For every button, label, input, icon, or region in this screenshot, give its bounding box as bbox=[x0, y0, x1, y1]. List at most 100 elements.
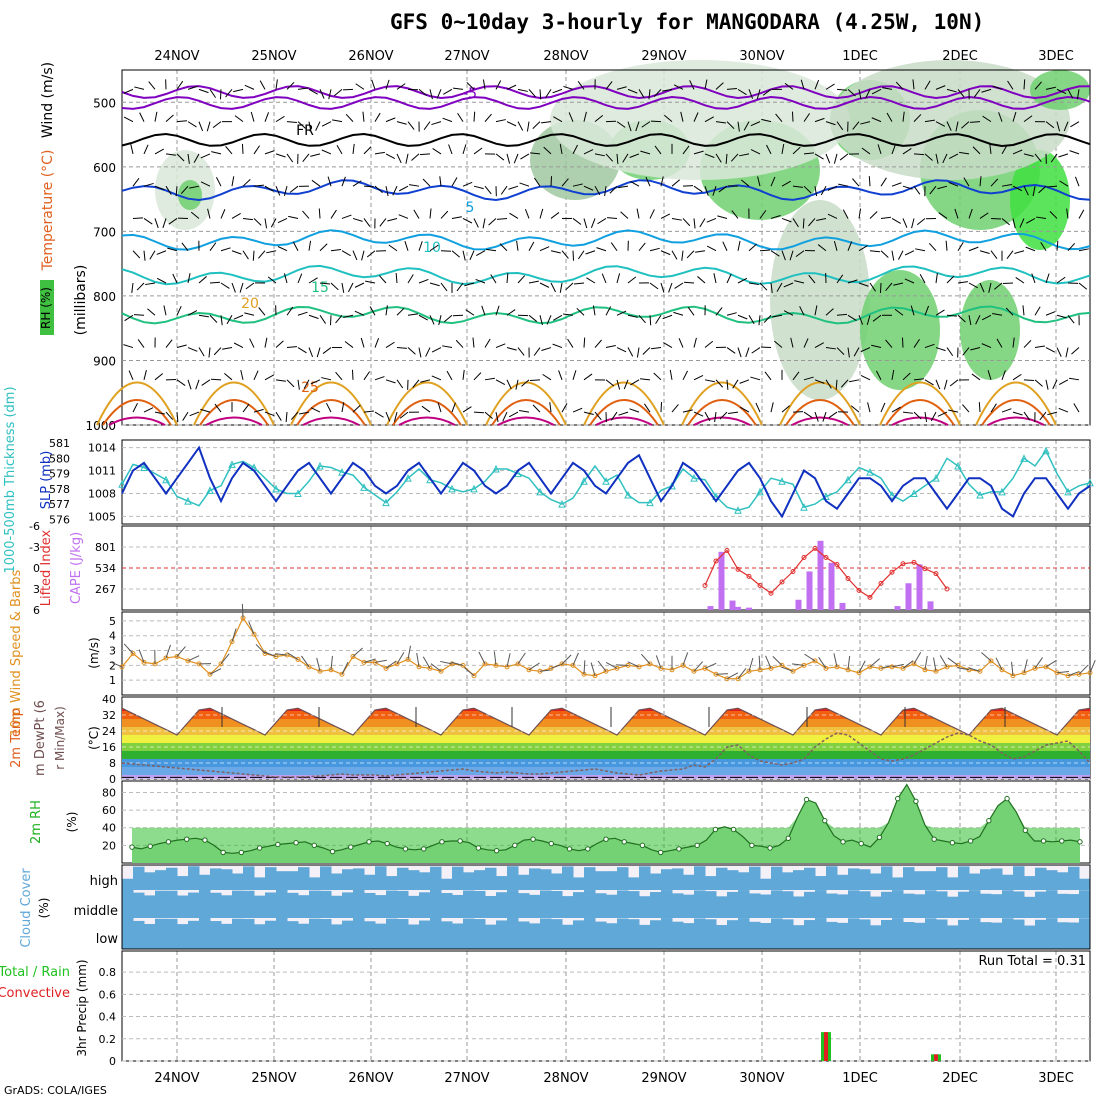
date-top-29NOV: 29NOV bbox=[641, 49, 686, 64]
series-wind10 bbox=[121, 616, 1091, 680]
wind-barb bbox=[726, 312, 737, 316]
wind10-barb bbox=[627, 661, 640, 668]
wind10-barb bbox=[605, 661, 618, 669]
wind-barb bbox=[374, 185, 383, 194]
wind-barb bbox=[249, 338, 255, 348]
wind-barb bbox=[495, 305, 500, 316]
wind-barb bbox=[858, 245, 868, 252]
wind-barb bbox=[693, 185, 703, 193]
wind-barb bbox=[558, 370, 563, 380]
wind-barb bbox=[330, 209, 337, 219]
wind-barb bbox=[979, 176, 982, 187]
thickness-marker bbox=[272, 484, 280, 493]
wind-barb bbox=[869, 282, 877, 292]
wind-barb bbox=[943, 379, 948, 390]
wind-barb bbox=[154, 411, 165, 415]
cloud-cell bbox=[1024, 896, 1036, 918]
wind-barb bbox=[515, 379, 519, 390]
wind-barb bbox=[713, 273, 717, 284]
cape-bar bbox=[927, 601, 934, 610]
cloud-cell bbox=[804, 891, 816, 918]
series-lifted bbox=[704, 547, 948, 599]
wind-barb bbox=[242, 178, 251, 187]
wind-barb bbox=[1045, 273, 1050, 284]
wind-barb bbox=[649, 247, 660, 252]
wind-barb bbox=[957, 281, 968, 284]
wind-barb bbox=[128, 370, 134, 381]
wind-barb bbox=[363, 146, 372, 155]
cloud-cell bbox=[419, 872, 431, 890]
wind-barb bbox=[913, 114, 922, 122]
tick-slp: 1005 bbox=[88, 510, 116, 523]
thickness-marker bbox=[382, 498, 390, 507]
wind-barb bbox=[132, 402, 138, 413]
wind-barb bbox=[924, 412, 928, 423]
wind-barb bbox=[891, 250, 895, 261]
rh2m-marker bbox=[256, 845, 263, 851]
wind-barb bbox=[176, 153, 185, 162]
wind-barb bbox=[297, 379, 300, 390]
tick-pressure: 500 bbox=[93, 96, 116, 110]
axis-lifted-label: Lifted Index bbox=[39, 529, 54, 606]
cloud-cell bbox=[309, 890, 321, 918]
wind-barb bbox=[594, 411, 602, 421]
wind-barb bbox=[814, 186, 818, 197]
wind10-barb bbox=[913, 652, 922, 665]
wind-barb bbox=[894, 308, 904, 316]
wind-barb bbox=[561, 250, 569, 259]
wind-barb bbox=[572, 407, 583, 413]
isotherm-warm bbox=[595, 416, 653, 426]
wind-barb bbox=[530, 152, 541, 155]
wind-barb bbox=[775, 113, 783, 122]
wind-barb bbox=[565, 282, 574, 291]
wind-barb bbox=[935, 121, 946, 127]
thickness-marker bbox=[1020, 454, 1028, 462]
wind-barb bbox=[1038, 185, 1047, 194]
wind-barb bbox=[407, 313, 418, 316]
wind-barb bbox=[882, 87, 893, 90]
wind-barb bbox=[745, 347, 750, 358]
cloud-cell bbox=[199, 918, 211, 949]
wind-barb bbox=[1067, 89, 1074, 99]
wind-barb bbox=[154, 218, 159, 229]
wind-barb bbox=[341, 402, 345, 413]
cloud-cell bbox=[969, 890, 981, 918]
wind10-barb bbox=[517, 652, 526, 665]
wind-barb bbox=[682, 185, 694, 187]
cloud-level-high: high bbox=[90, 874, 118, 889]
wind-barb bbox=[784, 82, 794, 90]
wind-barb bbox=[1069, 150, 1080, 155]
date-top-27NOV: 27NOV bbox=[444, 49, 489, 64]
wind-barb bbox=[880, 402, 886, 413]
wind-barb bbox=[871, 117, 882, 123]
wind-barb bbox=[429, 315, 435, 325]
rh2m-marker bbox=[657, 849, 664, 856]
wind10-barb bbox=[123, 643, 134, 654]
wind-barb bbox=[1002, 282, 1014, 285]
wind-barb bbox=[814, 342, 824, 348]
wind-barb bbox=[1015, 276, 1025, 284]
wind-barb bbox=[385, 305, 388, 316]
wind-barb bbox=[286, 153, 294, 163]
cloud-cell bbox=[1013, 891, 1025, 918]
wind-barb bbox=[385, 379, 396, 384]
rh2m-marker bbox=[311, 842, 318, 849]
wind-barb bbox=[286, 379, 295, 388]
cloud-cell bbox=[298, 895, 310, 918]
wind-barb bbox=[891, 218, 901, 224]
rh2m-marker bbox=[329, 848, 336, 855]
wind10-marker bbox=[636, 664, 642, 670]
wind-barb bbox=[156, 277, 167, 284]
wind-barb bbox=[572, 250, 575, 261]
wind-barb bbox=[345, 113, 354, 122]
wind-barb bbox=[704, 186, 709, 196]
rh2m-marker bbox=[402, 846, 409, 852]
wind-barb bbox=[231, 213, 241, 219]
wind-barb bbox=[275, 153, 286, 158]
wind-barb bbox=[737, 314, 748, 320]
wind-barb bbox=[360, 337, 365, 348]
wind-barb bbox=[715, 307, 723, 316]
wind-barb bbox=[924, 153, 933, 161]
wind10-marker bbox=[724, 676, 730, 682]
wind-barb bbox=[283, 273, 288, 284]
